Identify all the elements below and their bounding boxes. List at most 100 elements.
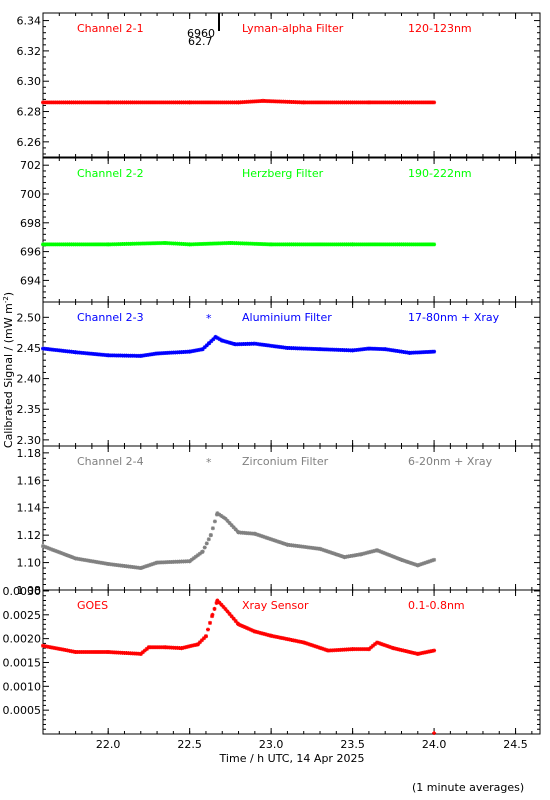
- data-point: [232, 100, 237, 105]
- data-point: [307, 642, 312, 647]
- data-point: [102, 352, 107, 357]
- data-point: [307, 545, 312, 550]
- data-point: [260, 631, 265, 636]
- data-point: [238, 623, 243, 628]
- data-point: [301, 640, 306, 645]
- data-point: [120, 353, 125, 358]
- data-point: [315, 645, 320, 650]
- data-point: [136, 100, 141, 105]
- data-point: [313, 242, 318, 247]
- data-point: [413, 562, 418, 567]
- data-point: [106, 561, 111, 566]
- data-point: [130, 100, 135, 105]
- data-point: [330, 347, 335, 352]
- data-point: [73, 100, 78, 105]
- data-point: [138, 566, 143, 571]
- data-point: [379, 549, 384, 554]
- data-point: [275, 99, 280, 104]
- data-point: [368, 645, 373, 650]
- data-point: [356, 100, 361, 105]
- data-point: [362, 551, 367, 556]
- data-point: [291, 242, 296, 247]
- data-point: [202, 545, 207, 550]
- data-point: [248, 241, 253, 246]
- data-point: [421, 100, 426, 105]
- data-point: [126, 100, 131, 105]
- data-point: [171, 645, 176, 650]
- data-point: [175, 559, 180, 564]
- data-point: [69, 100, 74, 105]
- data-point: [191, 100, 196, 105]
- data-point: [383, 242, 388, 247]
- data-point: [283, 636, 288, 641]
- data-point: [210, 612, 215, 617]
- data-point: [293, 242, 298, 247]
- data-point: [195, 553, 200, 558]
- data-point: [132, 100, 137, 105]
- data-point: [171, 100, 176, 105]
- data-point: [102, 561, 107, 566]
- data-point: [87, 351, 92, 356]
- data-point: [65, 242, 70, 247]
- data-point: [122, 100, 127, 105]
- data-point: [318, 546, 323, 551]
- data-point: [320, 100, 325, 105]
- data-point: [41, 544, 45, 549]
- data-point: [83, 558, 88, 563]
- data-point: [271, 634, 276, 639]
- data-point: [102, 242, 107, 247]
- data-point: [373, 100, 378, 105]
- data-point: [163, 560, 168, 565]
- data-point: [364, 550, 369, 555]
- data-point: [423, 350, 428, 355]
- data-point: [364, 242, 369, 247]
- wavelength-range: 6-20nm + Xray: [408, 455, 493, 468]
- data-point: [313, 546, 318, 551]
- data-point: [159, 645, 164, 650]
- data-point: [118, 563, 123, 568]
- data-point: [45, 100, 50, 105]
- data-point: [203, 634, 208, 639]
- data-point: [309, 545, 314, 550]
- data-point: [348, 647, 353, 652]
- data-point: [273, 634, 278, 639]
- data-point: [240, 100, 245, 105]
- data-point: [140, 241, 145, 246]
- data-point: [104, 242, 109, 247]
- data-point: [381, 642, 386, 647]
- x-axis: 22.0 22.5 23.0 23.5 24.0 24.5: [96, 738, 528, 751]
- data-point: [425, 649, 430, 654]
- y-tick-label: 6.30: [17, 75, 42, 88]
- data-point: [385, 347, 390, 352]
- data-point: [108, 242, 113, 247]
- data-point: [346, 554, 351, 559]
- data-point: [389, 242, 394, 247]
- wavelength-range: 120-123nm: [408, 22, 472, 35]
- data-point: [411, 650, 416, 655]
- data-point: [393, 100, 398, 105]
- data-point: [238, 530, 243, 535]
- data-point: [430, 648, 435, 653]
- data-point: [201, 241, 206, 246]
- data-point: [53, 548, 58, 553]
- y-tick-label: 1.08: [17, 584, 42, 597]
- data-point: [279, 345, 284, 350]
- data-point: [216, 241, 221, 246]
- data-point: [358, 647, 363, 652]
- data-point: [291, 346, 296, 351]
- data-point: [53, 242, 58, 247]
- channel-name: Channel 2-3: [77, 311, 144, 324]
- data-point: [148, 241, 153, 246]
- data-point: [342, 555, 347, 560]
- data-point: [368, 549, 373, 554]
- data-point: [181, 559, 186, 564]
- data-point: [89, 100, 94, 105]
- data-point: [366, 100, 371, 105]
- data-point: [281, 636, 286, 641]
- data-point: [303, 100, 308, 105]
- data-point: [297, 346, 302, 351]
- data-point: [150, 100, 155, 105]
- data-point: [315, 100, 320, 105]
- data-point: [128, 353, 133, 358]
